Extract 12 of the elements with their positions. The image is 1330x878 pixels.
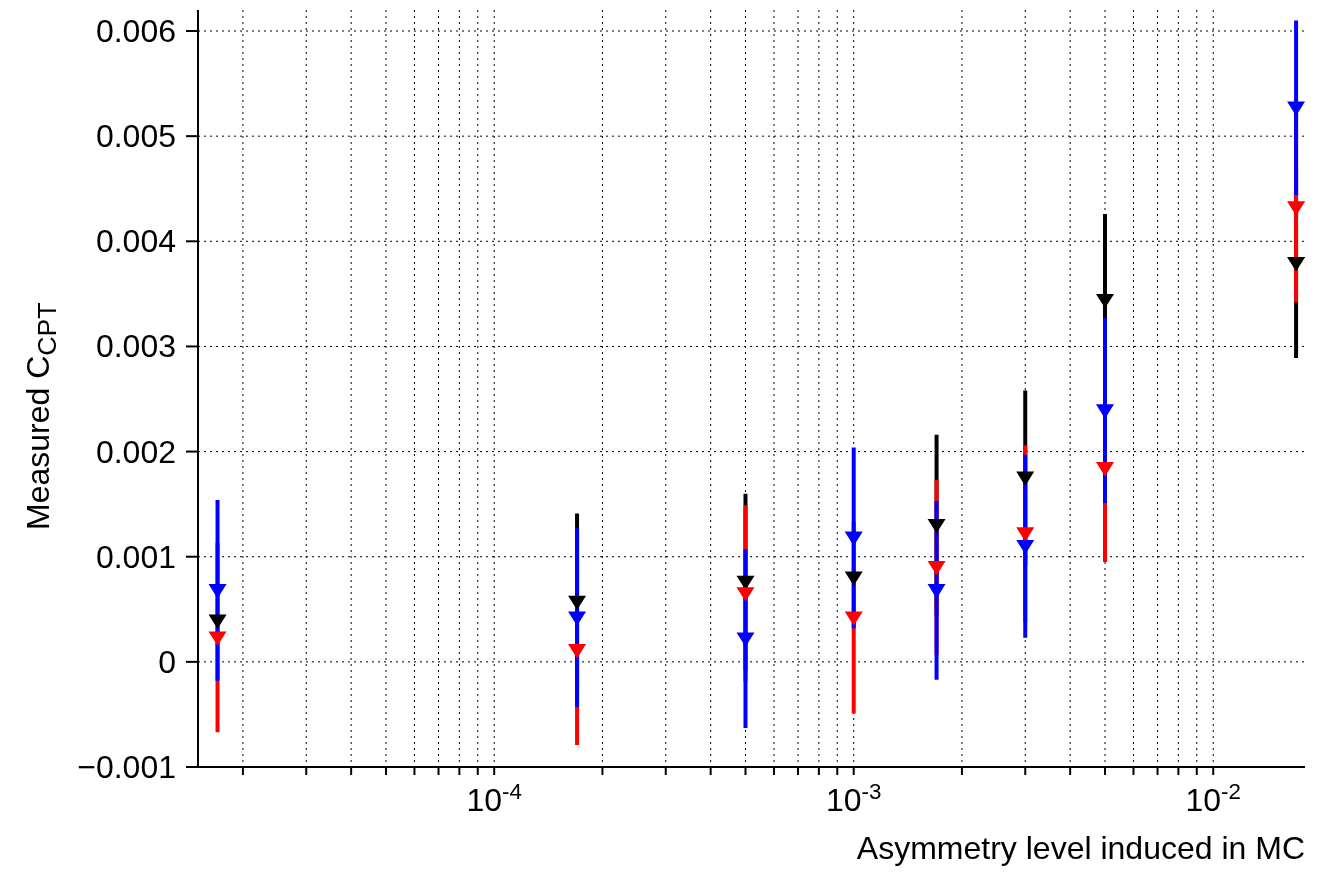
x-tick-label: 10$^{-2}$ bbox=[1185, 778, 1241, 818]
x-tick-label: 10$^{-3}$ bbox=[825, 778, 882, 818]
x-axis-title: Asymmetry level induced in MC bbox=[856, 830, 1305, 867]
y-tick-label: 0.001 bbox=[95, 538, 176, 575]
y-tick-label: 0.003 bbox=[95, 328, 176, 365]
y-tick-label: −0.001 bbox=[77, 749, 176, 785]
y-tick-label: 0.002 bbox=[95, 433, 176, 470]
y-tick-label: 0 bbox=[158, 643, 176, 680]
y-tick-label: 0.004 bbox=[95, 223, 176, 260]
x-tick-label: 10$^{-4}$ bbox=[466, 778, 522, 818]
y-tick-label: 0.006 bbox=[95, 13, 176, 50]
y-tick-label: 0.005 bbox=[95, 118, 176, 155]
